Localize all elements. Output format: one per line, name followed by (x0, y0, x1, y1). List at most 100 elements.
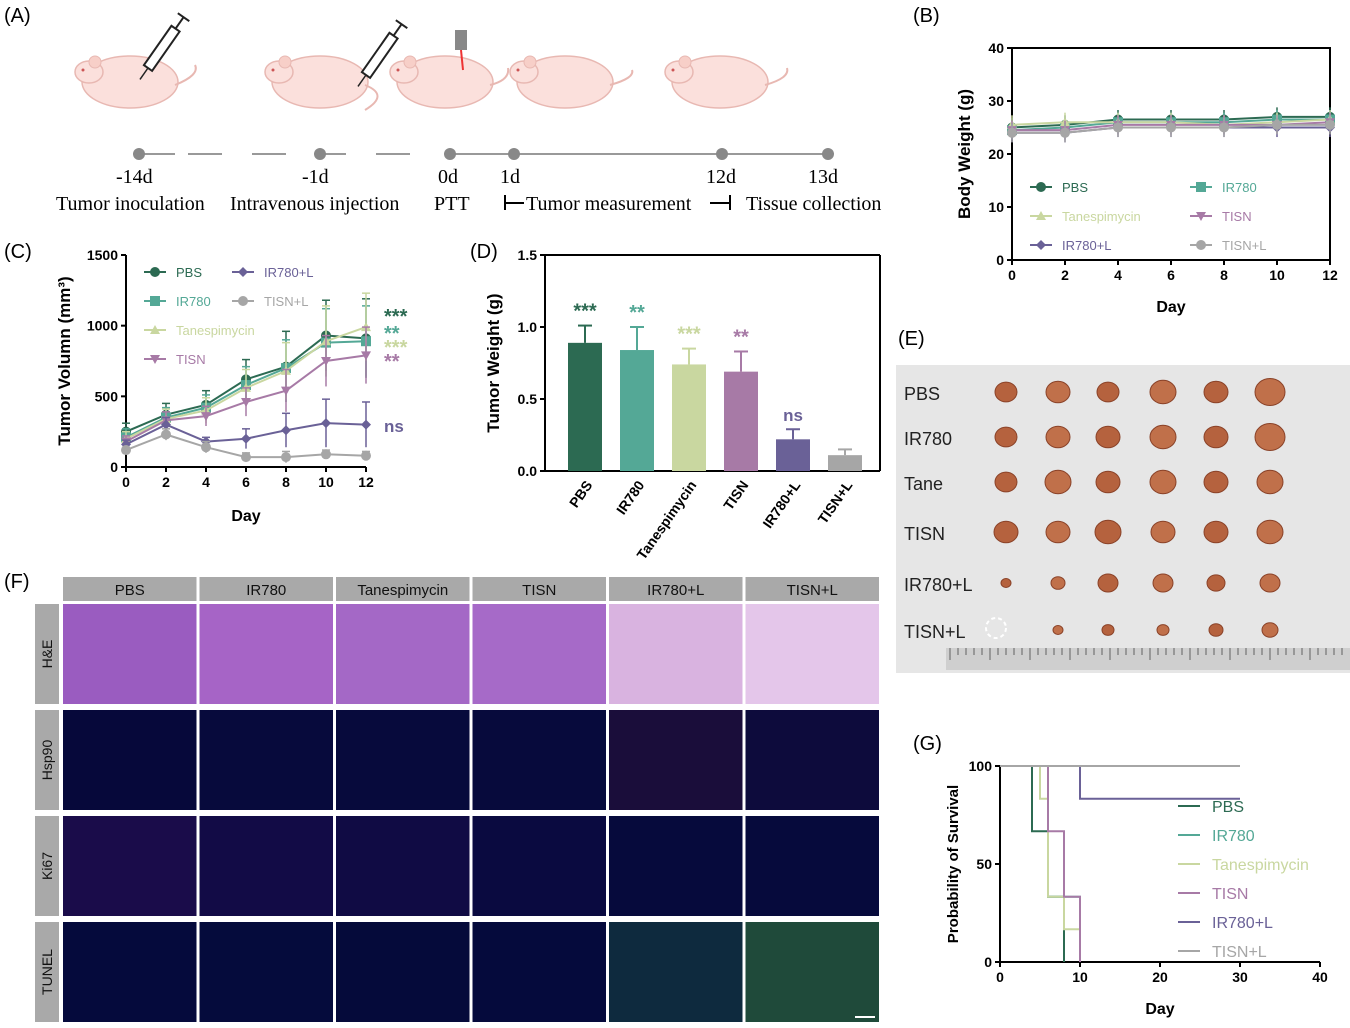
y-axis-label: Body Weight (g) (955, 89, 974, 219)
timeline-dot (822, 148, 834, 160)
bar (724, 371, 758, 471)
x-tick-label: 6 (1167, 267, 1175, 283)
column-header-bg (199, 577, 333, 601)
x-tick-label: 0 (996, 969, 1004, 985)
tumor-sample (1203, 425, 1229, 449)
tumor-sample (1045, 380, 1071, 404)
significance-label: ** (629, 302, 645, 324)
y-tick-label: 0.5 (518, 391, 538, 407)
tumor-sample (994, 426, 1018, 448)
tumor-sample (1149, 424, 1177, 450)
chart-tumor-weight: 0.0 0.5 1.0 1.5 Tumor Weight (g) *** PBS ** IR78… (484, 247, 881, 562)
data-point (238, 267, 248, 277)
significance-label: ** (384, 351, 400, 373)
tumor-sample (1045, 425, 1071, 449)
row-header-bg (35, 710, 59, 810)
data-point (150, 267, 160, 277)
x-tick-label: 12 (1322, 267, 1338, 283)
y-tick-label: 0 (110, 459, 118, 475)
tumor-photo: PBS IR780 Tane TISN IR780+L TISN+L (896, 365, 1350, 673)
tumor-sample (1203, 380, 1229, 404)
bar (620, 350, 654, 471)
tumor-sample (1095, 470, 1121, 494)
micrograph (336, 710, 470, 810)
tumor-sample (1095, 425, 1121, 449)
tumor-sample (1259, 573, 1281, 593)
survival-curve (1000, 765, 1081, 962)
column-header: TISN (522, 582, 556, 599)
tumor-sample (1149, 379, 1177, 405)
photo-row-label: Tane (904, 474, 943, 494)
tumor-sample (1152, 573, 1174, 593)
x-axis-label: Day (1145, 1001, 1174, 1018)
significance-label: *** (677, 324, 701, 346)
x-tick-label: 6 (242, 474, 250, 490)
mouse-icon (264, 55, 379, 111)
data-point (321, 449, 331, 460)
x-tick-label: PBS (566, 478, 596, 511)
data-point (1036, 182, 1046, 192)
y-axis-label: Probability of Survival (945, 785, 962, 943)
data-point (281, 425, 291, 436)
column-header: TISN+L (787, 582, 838, 599)
tumor-sample (1203, 520, 1229, 544)
photo-row-label: PBS (904, 384, 940, 404)
tumor-sample (1045, 520, 1071, 544)
timeline-day: 13d (808, 166, 838, 188)
timeline-day: 1d (500, 166, 520, 188)
tumor-sample (1000, 578, 1012, 588)
x-tick-label: 10 (318, 474, 334, 490)
photo-row-label: TISN (904, 524, 945, 544)
x-tick-label: 4 (202, 474, 210, 490)
legend-label: Tanespimycin (176, 323, 255, 338)
x-axis-label: Day (231, 508, 260, 525)
legend-label: TISN+L (1222, 238, 1266, 253)
data-point (361, 450, 371, 461)
tumor-sample (1052, 625, 1064, 635)
x-tick-label: IR780 (613, 477, 648, 517)
y-tick-label: 1500 (87, 247, 118, 263)
data-point (121, 445, 131, 456)
bar (776, 439, 810, 471)
data-point (361, 419, 371, 430)
timeline: -14d -1d 0d 1d 12d 13d Tumor inoculation… (56, 148, 881, 215)
data-point (161, 419, 171, 430)
data-point (1272, 119, 1282, 130)
legend-label: TISN (1212, 886, 1248, 903)
panel-label-d: (D) (470, 241, 498, 263)
row-header-bg (35, 816, 59, 916)
significance-label: *** (384, 306, 408, 328)
significance-label: ** (733, 326, 749, 348)
plot-frame (1011, 47, 1331, 261)
y-tick-label: 20 (988, 146, 1004, 162)
data-point (321, 418, 331, 429)
legend-label: PBS (1062, 180, 1088, 195)
x-tick-label: 40 (1312, 969, 1328, 985)
tumor-sample (993, 520, 1019, 544)
timeline-label: Tumor measurement (526, 193, 692, 215)
timeline-label: Tissue collection (746, 193, 881, 215)
data-point (361, 351, 371, 361)
data-point (1196, 212, 1206, 221)
survival-curve (1000, 765, 1240, 800)
histology-grid: PBS IR780 Tanespimycin TISN IR780+L TISN+L H&E… (35, 577, 879, 1022)
micrograph (609, 710, 743, 810)
x-tick-label: 8 (282, 474, 290, 490)
micrograph (63, 922, 197, 1022)
syringe-icon (357, 19, 408, 87)
data-point (1166, 122, 1176, 133)
data-point (241, 452, 251, 463)
timeline-dot (314, 148, 326, 160)
micrograph (63, 604, 197, 704)
timeline-dot (716, 148, 728, 160)
micrograph (609, 922, 743, 1022)
y-tick-label: 40 (988, 40, 1004, 56)
data-point (161, 429, 171, 440)
bar (568, 342, 602, 471)
tumor-sample (1101, 624, 1115, 636)
mouse-icon (74, 55, 197, 109)
column-header: IR780 (246, 582, 286, 599)
tumor-sample (1256, 469, 1284, 495)
column-header-bg (609, 577, 743, 601)
row-header: TUNEL (39, 949, 55, 995)
